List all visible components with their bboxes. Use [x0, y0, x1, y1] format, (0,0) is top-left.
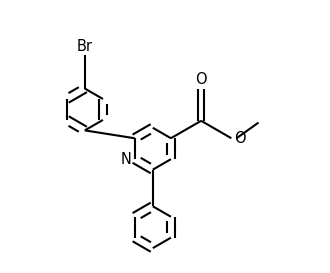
- Text: N: N: [121, 152, 132, 167]
- Text: Br: Br: [77, 39, 93, 54]
- Text: O: O: [234, 131, 246, 146]
- Text: O: O: [195, 72, 207, 87]
